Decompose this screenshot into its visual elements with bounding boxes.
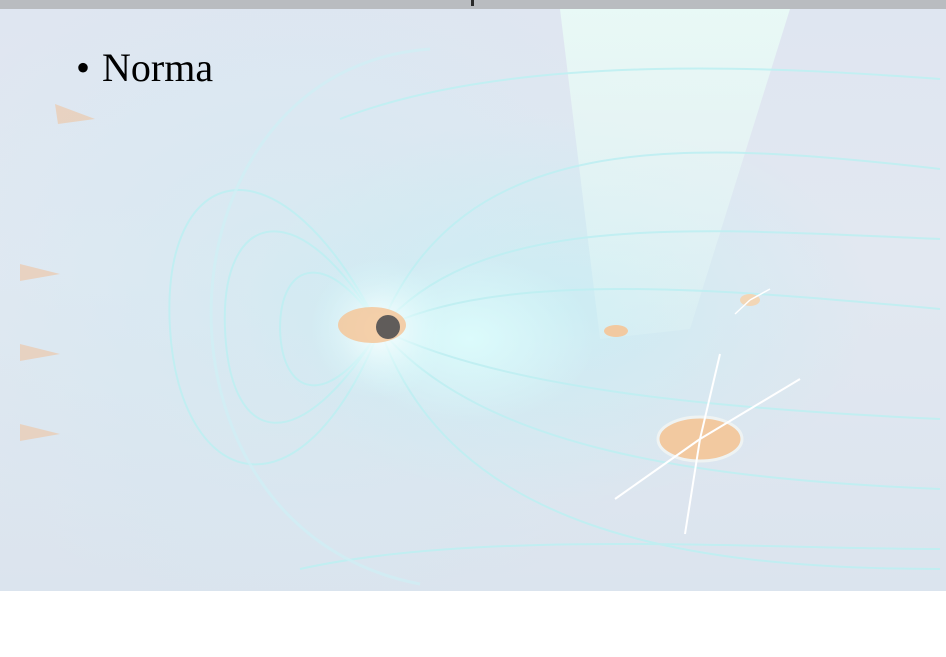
top-bar-mark — [471, 0, 474, 6]
magnetosphere-illustration — [20, 9, 941, 586]
bow-shock — [209, 47, 431, 586]
bottom-blank-area — [0, 591, 946, 657]
light-beam — [560, 9, 790, 339]
satellite-small-2 — [734, 288, 771, 315]
earth — [310, 259, 450, 399]
bullet-item: • Norma — [76, 45, 213, 91]
field-lines — [168, 67, 941, 570]
satellite-small-1 — [604, 325, 628, 337]
top-bar — [0, 0, 946, 9]
slide: • Norma — [0, 9, 946, 591]
solar-wind-arrows — [20, 104, 95, 441]
bullet-text: Norma — [102, 45, 214, 90]
satellite-large — [614, 353, 801, 535]
bullet-marker: • — [76, 45, 91, 90]
